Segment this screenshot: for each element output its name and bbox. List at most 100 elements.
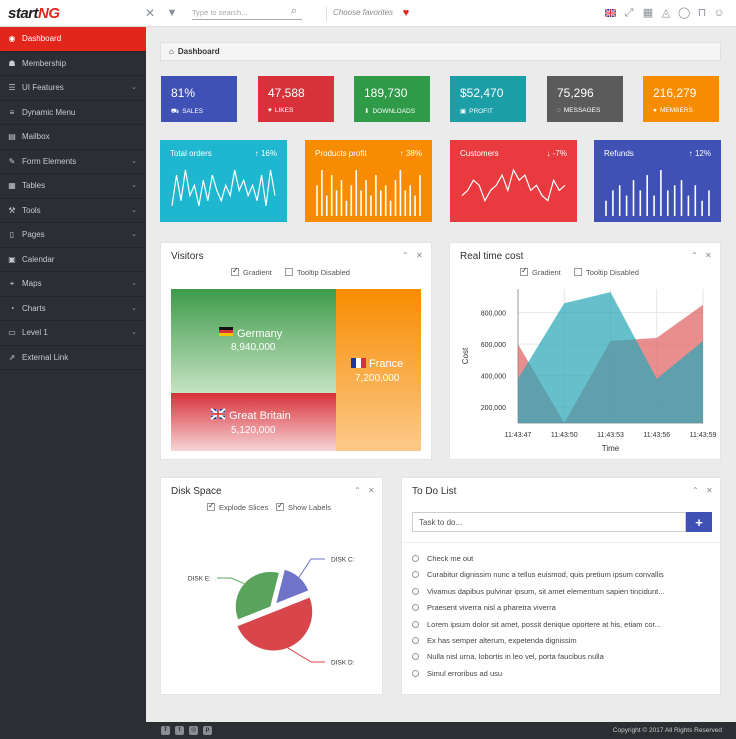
chart-tile-total-orders[interactable]: Total orders ↑ 16% xyxy=(160,140,287,222)
spark-bar xyxy=(639,190,642,216)
user-profile-icon[interactable]: ☺ xyxy=(713,7,725,19)
tooltip-disabled-checkbox[interactable]: Tooltip Disabled xyxy=(574,268,639,277)
choose-favorites[interactable]: Choose favorites xyxy=(326,7,393,21)
spark-bar xyxy=(409,185,411,216)
stat-tile-likes[interactable]: 47,588 ♥ LIKES xyxy=(258,76,334,122)
todo-item[interactable]: Nulla nisl urna, lobortis in leo vel, po… xyxy=(412,651,712,663)
stat-tile-members[interactable]: 216,279 ● MEMBERS xyxy=(643,76,719,122)
close-panel-icon[interactable]: ✕ xyxy=(705,251,712,260)
radio-circle-icon[interactable] xyxy=(412,620,419,628)
radio-circle-icon[interactable] xyxy=(412,604,419,612)
search-box: ⌕ xyxy=(192,5,302,20)
sidebar-item-maps[interactable]: ⌖ Maps ⌄ xyxy=(0,272,146,297)
edit-icon: ✎ xyxy=(8,156,16,166)
sidebar-item-calendar[interactable]: ▣ Calendar xyxy=(0,248,146,272)
close-panel-icon[interactable]: ✕ xyxy=(368,486,375,495)
search-icon[interactable]: ⌕ xyxy=(290,5,298,17)
treemap-france[interactable] xyxy=(336,289,421,451)
sidebar-item-label: Dynamic Menu xyxy=(22,107,76,117)
sidebar-item-dynamic-menu[interactable]: ≡ Dynamic Menu xyxy=(0,101,146,125)
dropdown-toggle-icon[interactable]: ▼ xyxy=(166,7,178,19)
gradient-checkbox[interactable]: Gradient xyxy=(231,266,272,277)
sidebar-item-tables[interactable]: ▦ Tables ⌄ xyxy=(0,174,146,199)
todo-item[interactable]: Check me out xyxy=(412,553,712,565)
instagram-icon[interactable]: ◎ xyxy=(189,726,198,735)
x-tick-label: 11:43:59 xyxy=(690,432,717,439)
lock-icon[interactable]: ⊓ xyxy=(697,7,707,19)
arrow-up-icon: ↑ xyxy=(254,149,261,158)
collapse-icon[interactable]: ⌃ xyxy=(692,486,699,495)
radio-circle-icon[interactable] xyxy=(412,637,419,644)
chart-tile-refunds[interactable]: Refunds ↑ 12% xyxy=(594,140,721,222)
collapse-icon[interactable]: ⌃ xyxy=(691,251,698,260)
close-panel-icon[interactable]: ✕ xyxy=(706,486,713,495)
sidebar-item-tools[interactable]: ⚒ Tools ⌄ xyxy=(0,199,146,223)
favorites-heart-icon[interactable]: ♥ xyxy=(402,7,410,19)
spark-bar xyxy=(394,180,397,216)
radio-circle-icon[interactable] xyxy=(412,587,419,595)
add-task-button[interactable]: + xyxy=(686,512,712,532)
todo-item-text: Nulla nisl urna, lobortis in leo vel, po… xyxy=(427,652,604,662)
pie-slice-0[interactable] xyxy=(275,569,309,604)
todo-item[interactable]: Lorem ipsum dolor sit amet, possit deniq… xyxy=(412,619,712,631)
sidebar-item-label: Pages xyxy=(22,230,45,239)
checkbox-box xyxy=(574,268,582,276)
sidebar-item-membership[interactable]: ☗ Membership xyxy=(0,52,146,76)
show-labels-checkbox[interactable]: Show Labels xyxy=(276,501,331,512)
todo-item[interactable]: Vivamus dapibus pulvinar ipsum, sit amet… xyxy=(412,586,712,598)
brand-logo[interactable]: startNG xyxy=(8,5,60,22)
sidebar-item-form-elements[interactable]: ✎ Form Elements ⌄ xyxy=(0,150,146,174)
sidebar-item-level-1[interactable]: ▭ Level 1 ⌄ xyxy=(0,321,146,346)
radio-circle-icon[interactable] xyxy=(412,669,419,677)
notifications-bell-icon[interactable]: ◬ xyxy=(661,7,671,19)
explode-slices-checkbox[interactable]: Explode Slices xyxy=(207,501,268,512)
search-input[interactable] xyxy=(192,5,287,19)
chevron-down-icon: ⌄ xyxy=(131,84,137,91)
stat-tile-messages[interactable]: 75,296 ◌ MESSAGES xyxy=(547,76,623,122)
sidebar-item-pages[interactable]: ▯ Pages ⌄ xyxy=(0,223,146,248)
radio-circle-icon[interactable] xyxy=(412,555,419,562)
chart-tile-products-profit[interactable]: Products profit ↑ 38% xyxy=(305,140,432,222)
sidebar-item-label: Maps xyxy=(22,279,42,288)
radio-circle-icon[interactable] xyxy=(412,571,419,579)
twitter-icon[interactable]: t xyxy=(175,726,184,735)
treemap-great-britain[interactable] xyxy=(171,393,336,451)
radio-circle-icon[interactable] xyxy=(412,653,419,661)
collapse-icon[interactable]: ⌃ xyxy=(402,251,409,260)
sidebar-item-dashboard[interactable]: ◉ Dashboard xyxy=(0,27,146,52)
sidebar-item-external-link[interactable]: ⇗ External Link xyxy=(0,346,146,370)
breadcrumb-current: Dashboard xyxy=(177,47,220,56)
area-series-1[interactable] xyxy=(518,292,703,423)
pinterest-icon[interactable]: p xyxy=(203,726,212,735)
pie-label-leader xyxy=(298,558,325,578)
treemap-germany[interactable] xyxy=(171,289,336,393)
mailbox-icon: ▤ xyxy=(8,132,16,141)
todo-item[interactable]: Curabitur dignissim nunc a tellus euismo… xyxy=(412,569,712,581)
fullscreen-icon[interactable]: ⤢ xyxy=(624,7,634,19)
spark-bar xyxy=(701,200,703,216)
stat-tile-profit[interactable]: $52,470 ▣ PROFIT xyxy=(450,76,526,122)
chart-tile-customers[interactable]: Customers ↓ -7% xyxy=(450,140,577,222)
chat-icon[interactable]: ◯ xyxy=(678,7,691,19)
sidebar-item-ui-features[interactable]: ☰ UI Features ⌄ xyxy=(0,76,146,101)
close-panel-icon[interactable]: ✕ xyxy=(416,251,423,260)
gradient-checkbox[interactable]: Gradient xyxy=(520,266,561,277)
facebook-icon[interactable]: f xyxy=(161,726,170,735)
tooltip-disabled-checkbox[interactable]: Tooltip Disabled xyxy=(285,268,350,277)
todo-item[interactable]: Simul erroribus ad usu xyxy=(412,668,712,680)
todo-task-input[interactable] xyxy=(412,512,686,532)
todo-item[interactable]: Praesent viverra nisl a pharetra viverra xyxy=(412,602,712,614)
home-icon[interactable]: ⌂ xyxy=(169,47,174,56)
stat-tile-sales[interactable]: 81% ⛟ SALES xyxy=(161,76,237,122)
language-flag-uk-icon[interactable] xyxy=(604,7,616,19)
x-tick-label: 11:43:47 xyxy=(505,432,532,439)
sidebar-item-mailbox[interactable]: ▤ Mailbox xyxy=(0,125,146,150)
stat-value: 47,588 xyxy=(268,86,305,100)
apps-grid-icon[interactable]: ▦ xyxy=(642,7,654,19)
sidebar-item-charts[interactable]: ◔ Charts ⌄ xyxy=(0,297,146,321)
collapse-icon[interactable]: ⌃ xyxy=(354,486,361,495)
close-sidebar-icon[interactable]: ✕ xyxy=(144,6,156,20)
todo-item[interactable]: Ex has semper alterum, expetenda digniss… xyxy=(412,635,712,647)
stat-tile-downloads[interactable]: 189,730 ⬇ DOWNLOADS xyxy=(354,76,430,122)
treemap-value-france: 7,200,000 xyxy=(355,373,400,384)
